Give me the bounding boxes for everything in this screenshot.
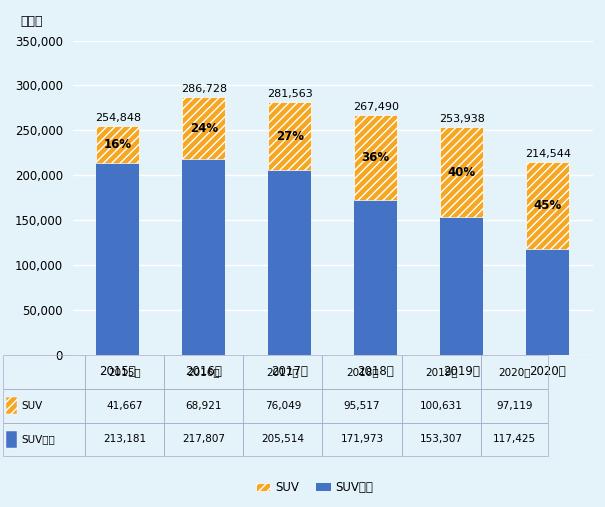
Bar [440, 127, 483, 217]
Bar [402, 389, 481, 422]
Text: 213,181: 213,181 [103, 434, 146, 445]
Text: 95,517: 95,517 [344, 401, 381, 411]
Text: 254,848: 254,848 [95, 113, 141, 123]
Text: SUV: SUV [21, 401, 42, 411]
Text: SUV以外: SUV以外 [21, 434, 55, 445]
Bar [268, 102, 311, 170]
Text: 36%: 36% [362, 151, 390, 164]
Text: 27%: 27% [276, 130, 304, 142]
Bar [322, 355, 402, 389]
Text: 2019年: 2019年 [425, 367, 457, 377]
Text: 205,514: 205,514 [261, 434, 304, 445]
Bar [402, 422, 481, 456]
Text: 217,807: 217,807 [182, 434, 225, 445]
Bar [526, 162, 569, 249]
Bar [96, 126, 139, 163]
Bar [182, 159, 225, 355]
Text: 68,921: 68,921 [185, 401, 222, 411]
Text: 117,425: 117,425 [492, 434, 536, 445]
Text: 16%: 16% [103, 138, 132, 151]
Bar [3, 355, 85, 389]
Text: 267,490: 267,490 [353, 101, 399, 112]
Text: 97,119: 97,119 [496, 401, 532, 411]
Legend: SUV, SUV以外: SUV, SUV以外 [251, 476, 378, 498]
Text: 100,631: 100,631 [420, 401, 463, 411]
Bar [243, 355, 322, 389]
Bar [481, 422, 548, 456]
Text: 2016年: 2016年 [188, 367, 220, 377]
Bar [481, 389, 548, 422]
Bar [440, 217, 483, 355]
Bar [3, 422, 85, 456]
Text: 171,973: 171,973 [341, 434, 384, 445]
Text: 253,938: 253,938 [439, 114, 485, 124]
Text: 45%: 45% [534, 199, 562, 212]
Bar [243, 389, 322, 422]
Bar [6, 397, 17, 414]
Bar [322, 389, 402, 422]
Bar [402, 355, 481, 389]
Text: 2018年: 2018年 [346, 367, 378, 377]
Bar [268, 170, 311, 355]
Bar [322, 422, 402, 456]
Bar [526, 249, 569, 355]
Bar [85, 389, 164, 422]
Bar [164, 389, 243, 422]
Text: 76,049: 76,049 [264, 401, 301, 411]
Text: 40%: 40% [448, 165, 476, 178]
Text: 2015年: 2015年 [108, 367, 140, 377]
Text: 153,307: 153,307 [420, 434, 463, 445]
Text: 214,544: 214,544 [525, 149, 571, 159]
Bar [164, 422, 243, 456]
Bar [355, 200, 397, 355]
Bar [481, 355, 548, 389]
Text: （台）: （台） [21, 15, 43, 28]
Bar [164, 355, 243, 389]
Bar [3, 389, 85, 422]
Text: 41,667: 41,667 [106, 401, 143, 411]
Bar [355, 115, 397, 200]
Bar [243, 422, 322, 456]
Text: 286,728: 286,728 [181, 84, 227, 94]
Bar [6, 431, 17, 448]
Bar [85, 355, 164, 389]
Bar [85, 422, 164, 456]
Bar [96, 163, 139, 355]
Bar [182, 97, 225, 159]
Text: 2020年: 2020年 [498, 367, 531, 377]
Text: 24%: 24% [190, 122, 218, 135]
Text: 2017年: 2017年 [267, 367, 299, 377]
Text: 281,563: 281,563 [267, 89, 313, 99]
